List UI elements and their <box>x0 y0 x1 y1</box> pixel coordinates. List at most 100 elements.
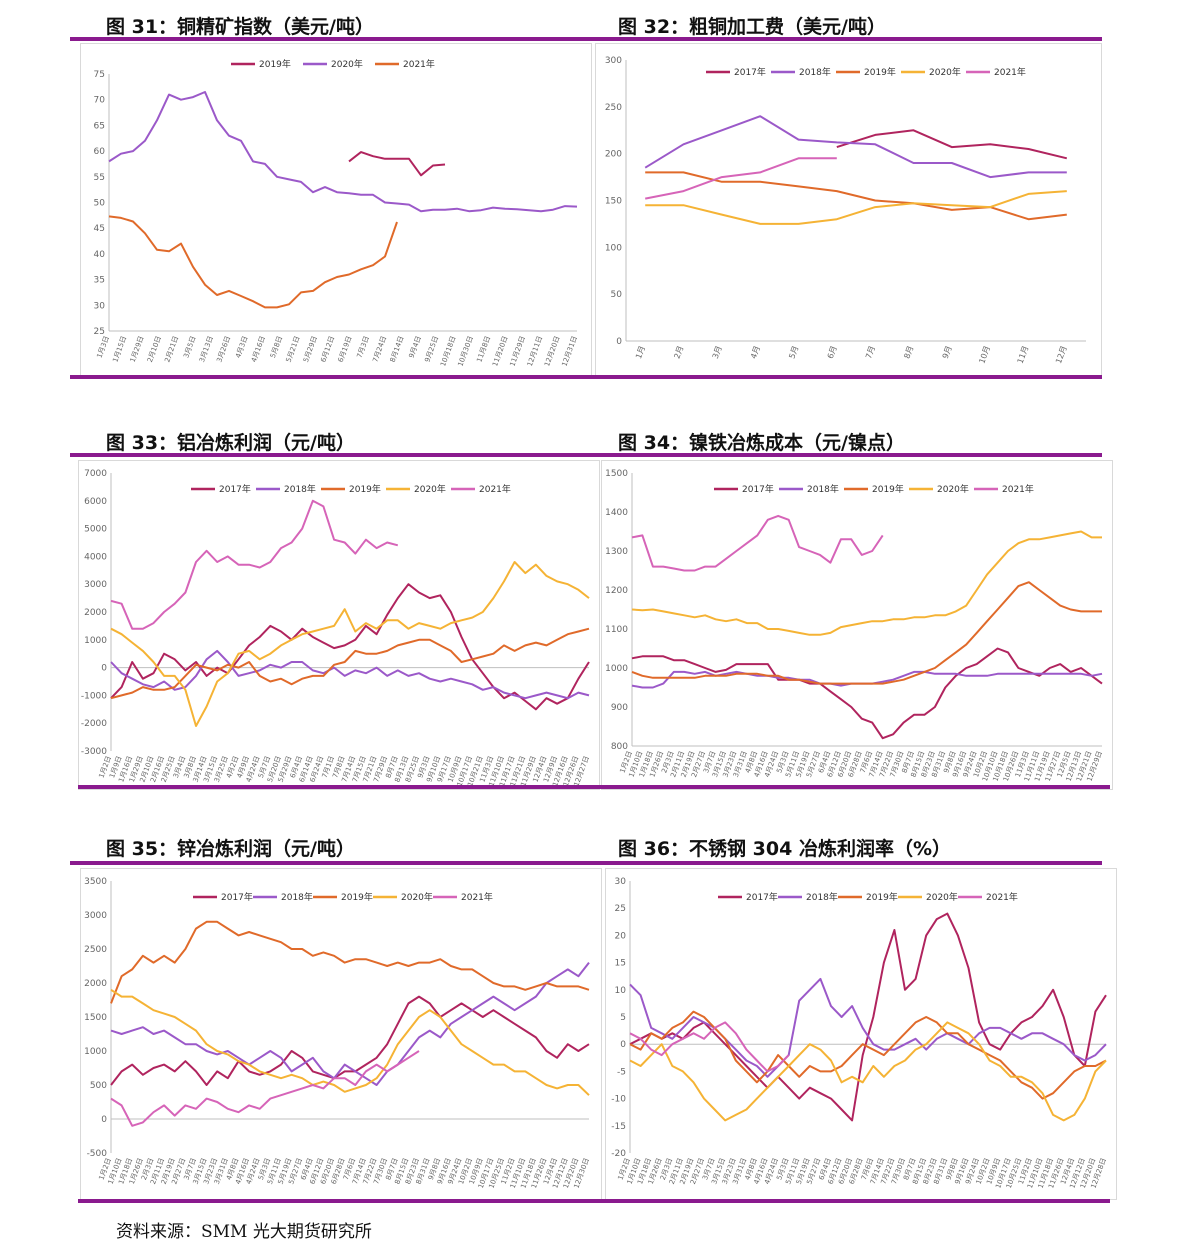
fig31-chart: 25 30 35 40 45 50 55 60 65 70 75 1月3日 1月15日 1月29日 2月10… <box>80 43 592 377</box>
fig34-chart: 800 900 1000 1100 1200 1300 1400 1500 1月2日 1月10日 1… <box>601 460 1113 790</box>
fig35-ytick: 1500 <box>84 1013 107 1023</box>
fig36-svg: -20-15-10-50510152025301月2日1月10日1月18日1月2… <box>611 877 1108 1190</box>
fig31-ytick: 45 <box>94 224 105 234</box>
fig31-xtick: 2月21日 <box>163 335 180 363</box>
fig34-legend-label: 2021年 <box>1002 483 1034 495</box>
fig34-svg: 8009001000110012001300140015001月2日1月10日1… <box>605 469 1104 783</box>
fig32-legend-label: 2020年 <box>929 66 961 78</box>
fig33-svg: -3000 -2000 -1000 0 1000 2000 3000 4000 5000 6000… <box>81 469 591 788</box>
fig33-legend-label: 2019年 <box>349 483 381 495</box>
fig35-svg: -50005001000150020002500300035001月2日1月10… <box>84 877 591 1190</box>
source-note: 资料来源：SMM 光大期货研究所 <box>116 1222 372 1242</box>
fig32-legend-label: 2018年 <box>799 66 831 78</box>
fig31-xtick: 6月12日 <box>319 335 336 363</box>
fig34-title: 图 34：镍铁冶炼成本（元/镍点） <box>618 432 905 454</box>
fig35-series-2020年 <box>110 988 590 1096</box>
fig31-xtick: 11月29日 <box>508 335 526 368</box>
fig31-title: 图 31：铜精矿指数（美元/吨） <box>106 16 374 38</box>
fig35-legend-label: 2019年 <box>341 891 373 903</box>
rule-2 <box>70 453 1102 457</box>
fig31-series-2021年 <box>108 215 398 309</box>
fig33-legend-label: 2021年 <box>479 483 511 495</box>
bottom-rule <box>78 1199 1110 1203</box>
fig33-ytick: 3000 <box>84 580 107 590</box>
fig33-title: 图 33：铝冶炼利润（元/吨） <box>106 432 355 454</box>
fig34-ytick: 1400 <box>605 508 628 518</box>
fig31-xtick: 11月8日 <box>475 335 492 363</box>
top-rule-1 <box>70 37 1102 41</box>
fig31-xtick: 5月29日 <box>302 335 319 363</box>
fig33-legend-label: 2020年 <box>414 483 446 495</box>
fig34-ytick: 800 <box>611 742 628 752</box>
fig33-ytick: -1000 <box>81 691 107 701</box>
fig32-xtick: 2月 <box>672 345 685 360</box>
fig36-title: 图 36：不锈钢 304 冶炼利润率（%） <box>618 838 951 860</box>
fig32-ytick: 200 <box>605 150 622 160</box>
fig36-series-2018年 <box>629 977 1107 1078</box>
fig35-legend-label: 2017年 <box>221 891 253 903</box>
fig32-xtick: 11月 <box>1016 345 1031 365</box>
fig36-series-2019年 <box>629 1010 1107 1100</box>
fig31-series-2019年 <box>348 151 446 177</box>
fig35-chart: -500 0 500 1000 1500 2000 2500 3000 3500 1月2日 1月10… <box>80 868 602 1200</box>
fig35-ytick: 0 <box>101 1115 107 1125</box>
fig32-xtick: 1月 <box>634 345 647 360</box>
fig31-xtick: 1月3日 <box>96 335 111 359</box>
fig34-ytick: 1300 <box>605 547 628 557</box>
fig31-xtick: 4月16日 <box>250 335 267 363</box>
fig34-ytick: 1000 <box>605 664 628 674</box>
fig36-legend-label: 2020年 <box>926 891 958 903</box>
fig31-xtick: 1月15日 <box>111 335 128 363</box>
fig36-ytick: 5 <box>620 1013 626 1023</box>
rule-4 <box>70 861 1102 865</box>
fig33-ytick: 7000 <box>84 469 107 479</box>
fig36-ytick: -15 <box>611 1122 626 1132</box>
fig33-legend-label: 2017年 <box>219 483 251 495</box>
fig32-xtick: 8月 <box>902 345 915 360</box>
fig32-ytick: 0 <box>616 337 622 347</box>
fig34-series-2019年 <box>631 581 1102 685</box>
fig35-title: 图 35：锌冶炼利润（元/吨） <box>106 838 355 860</box>
fig31-ytick: 30 <box>94 301 106 311</box>
fig32-xtick: 7月 <box>864 345 877 360</box>
fig32-ytick: 250 <box>605 103 622 113</box>
fig34-legend-label: 2019年 <box>872 483 904 495</box>
fig34-series-2017年 <box>631 647 1103 740</box>
fig34-legend-label: 2017年 <box>742 483 774 495</box>
fig31-xtick: 3月5日 <box>182 335 197 359</box>
fig34-series-2018年 <box>631 670 1103 689</box>
fig32-ytick: 100 <box>605 243 622 253</box>
fig36-ytick: 20 <box>615 931 627 941</box>
fig34-series-2021年 <box>631 514 884 572</box>
fig32-xtick: 12月 <box>1054 345 1069 365</box>
fig35-ytick: 1000 <box>84 1047 107 1057</box>
fig34-legend-label: 2020年 <box>937 483 969 495</box>
fig33-ytick: 1000 <box>84 636 107 646</box>
fig33-series-2021年 <box>110 499 399 630</box>
fig31-xtick: 9月25日 <box>423 335 440 363</box>
fig31-xtick: 10月30日 <box>456 335 474 368</box>
fig31-svg: 25 30 35 40 45 50 55 60 65 70 75 1月3日 1月15日 1月29日 2月10… <box>94 58 579 368</box>
fig33-legend-label: 2018年 <box>284 483 316 495</box>
fig36-series-2021年 <box>629 1021 790 1073</box>
fig32-ytick: 150 <box>605 197 622 207</box>
fig31-xtick: 10月18日 <box>439 335 457 368</box>
fig33-series-2020年 <box>110 561 590 727</box>
fig31-series-2020年 <box>108 91 578 213</box>
fig31-ytick: 75 <box>94 70 105 80</box>
fig35-legend-label: 2018年 <box>281 891 313 903</box>
fig32-ytick: 50 <box>611 290 623 300</box>
fig35-ytick: -500 <box>87 1149 108 1159</box>
fig31-xtick: 8月14日 <box>389 335 406 363</box>
fig32-title: 图 32：粗铜加工费（美元/吨） <box>618 16 886 38</box>
fig31-xtick: 3月26日 <box>215 335 232 363</box>
fig35-ytick: 500 <box>90 1081 107 1091</box>
fig35-ytick: 2000 <box>84 979 107 989</box>
fig33-series-2018年 <box>110 649 590 700</box>
fig32-xtick: 9月 <box>941 345 954 360</box>
fig35-series-2017年 <box>110 995 590 1086</box>
fig31-ytick: 25 <box>94 327 105 337</box>
fig36-series-2020年 <box>629 1021 1107 1122</box>
fig35-series-2018年 <box>110 961 590 1086</box>
fig31-xtick: 5月8日 <box>269 335 284 359</box>
